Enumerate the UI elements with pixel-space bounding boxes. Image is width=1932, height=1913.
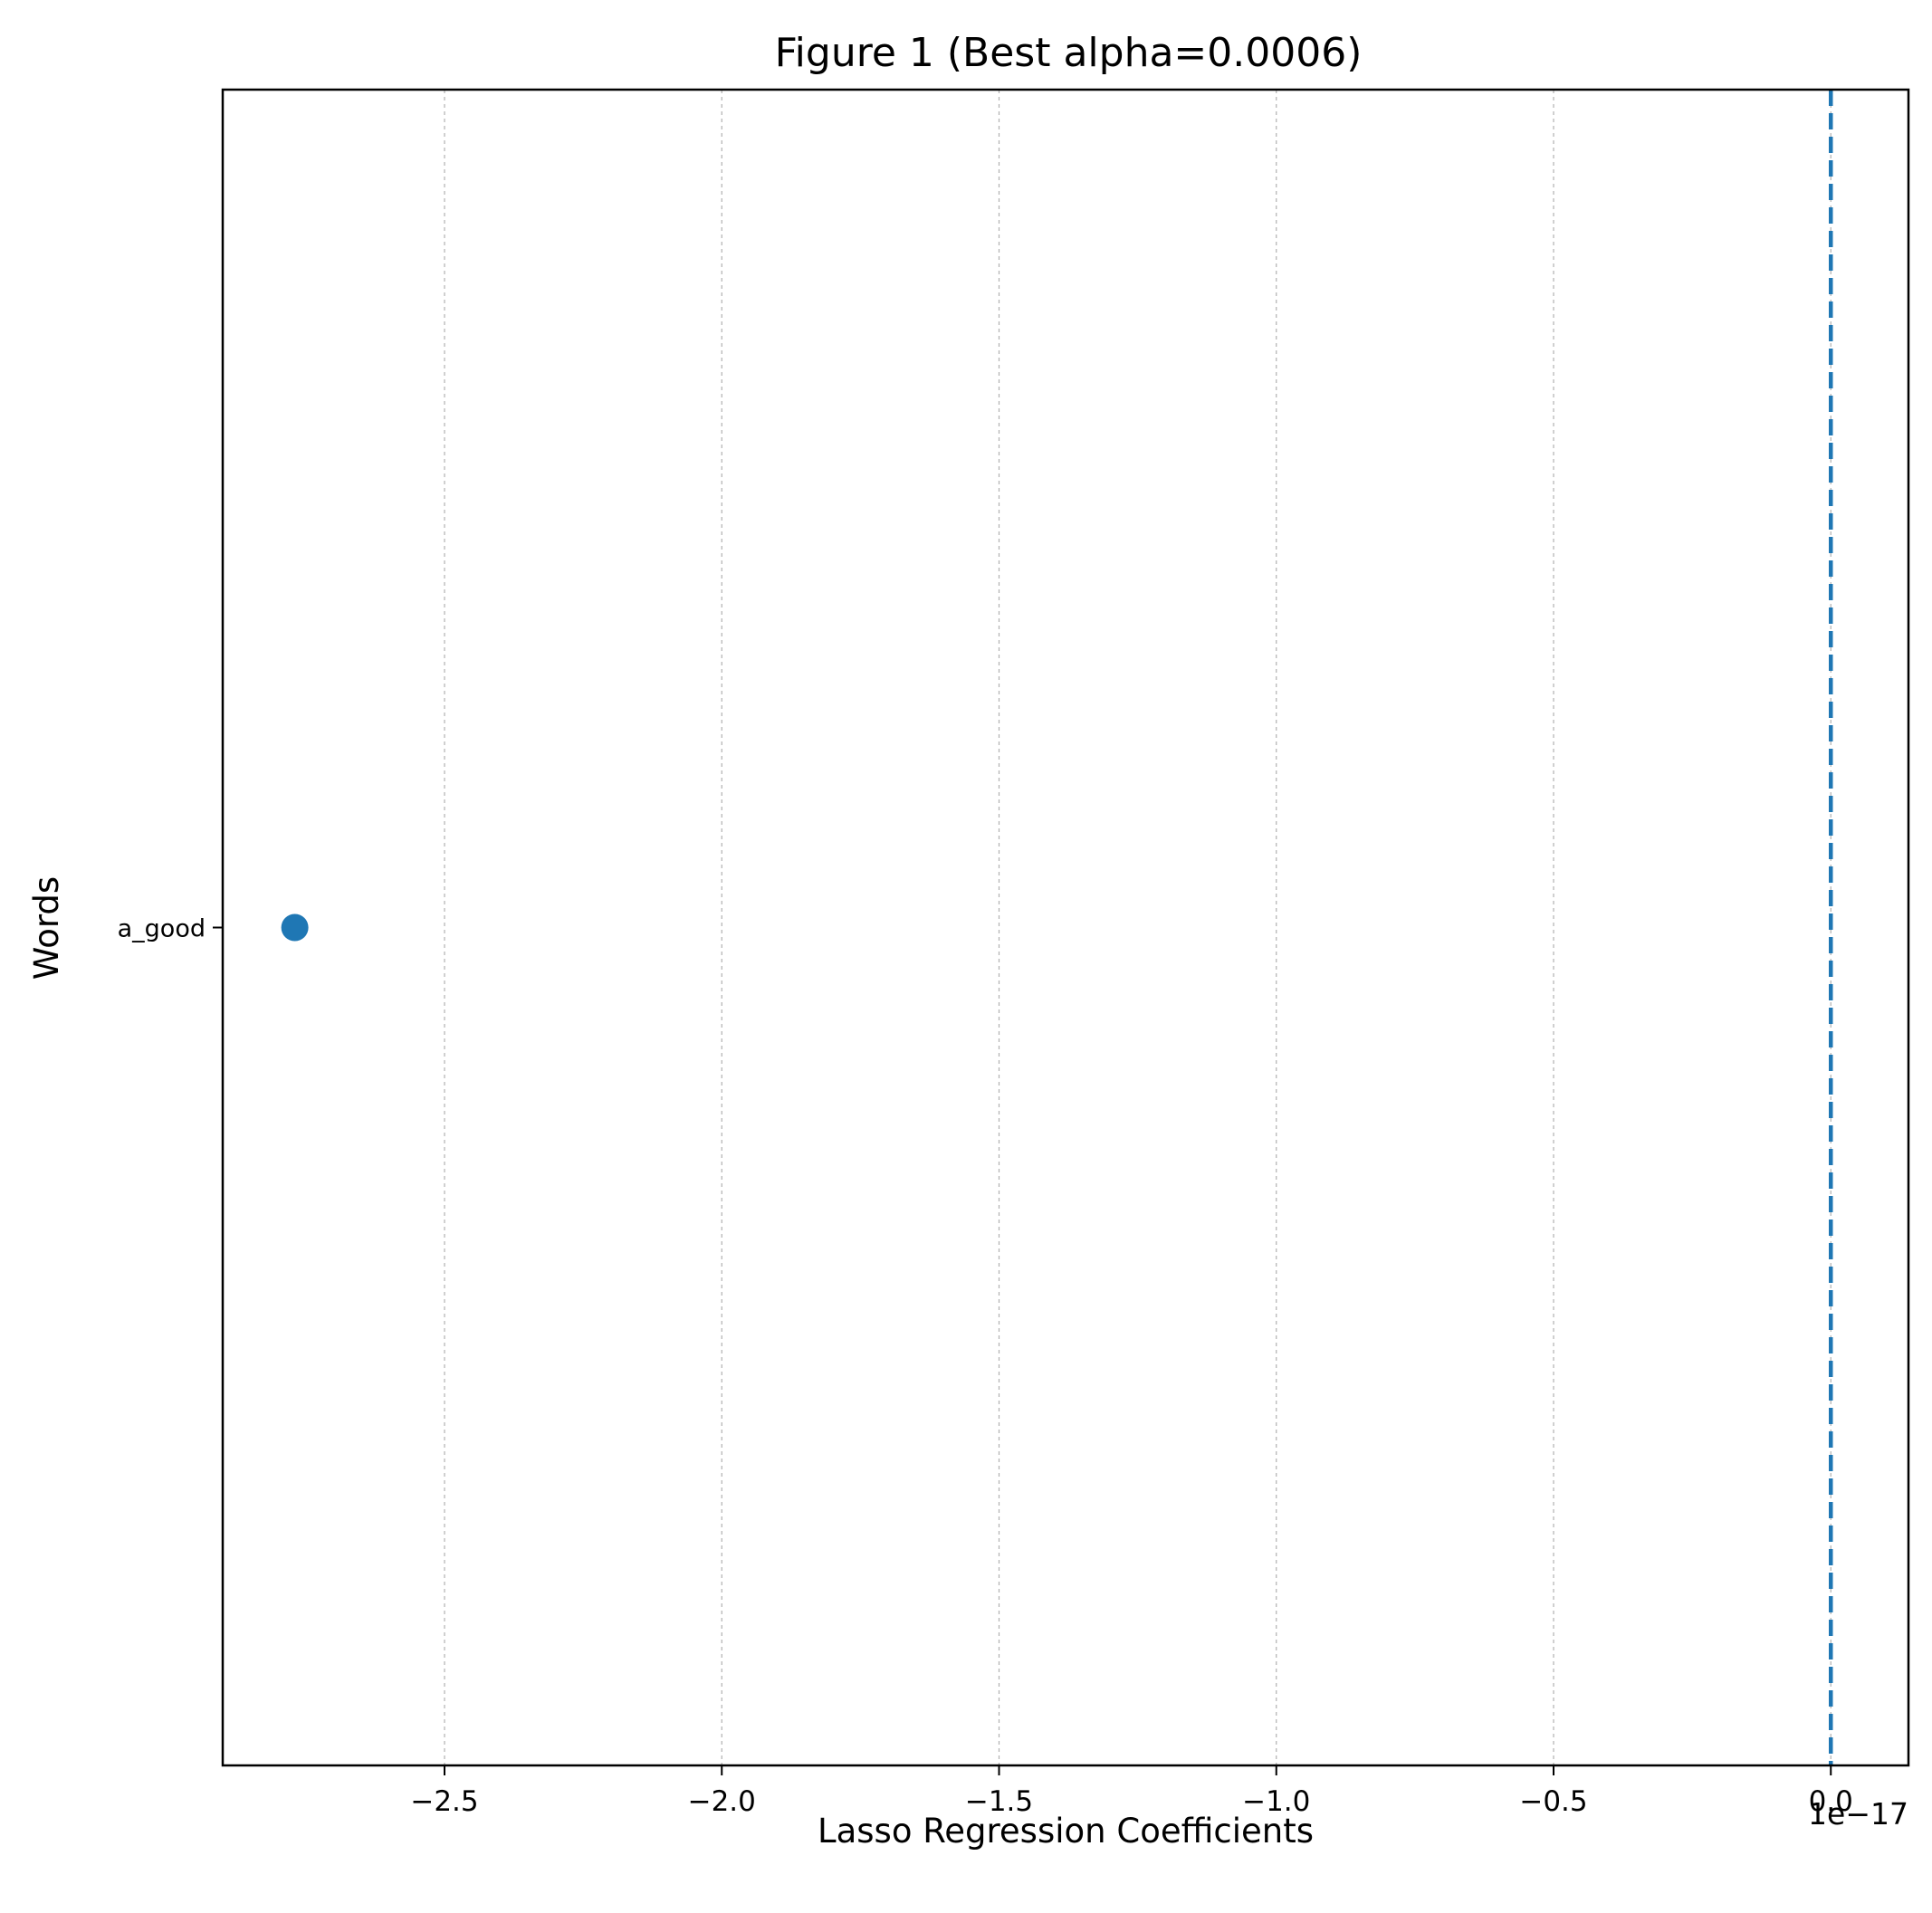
y-tick-label: a_good <box>118 915 206 943</box>
x-tick-label: 0.0 <box>1809 1785 1853 1818</box>
y-axis-ticks: a_good <box>118 915 223 943</box>
x-tick-label: −2.5 <box>410 1785 478 1818</box>
x-tick-label: −1.5 <box>965 1785 1033 1818</box>
x-tick-label: −1.0 <box>1242 1785 1310 1818</box>
x-axis-offset-label: 1e−17 <box>1808 1796 1908 1832</box>
x-axis-ticks: −2.5 −2.0 −1.5 −1.0 −0.5 0.0 <box>410 1765 1853 1818</box>
data-point-a_good <box>281 913 309 942</box>
data-points <box>281 913 309 942</box>
chart-title: Figure 1 (Best alpha=0.0006) <box>775 30 1363 76</box>
y-axis-label: Words <box>27 876 66 980</box>
x-tick-label: −2.0 <box>688 1785 756 1818</box>
x-axis-label: Lasso Regression Coefficients <box>818 1812 1314 1851</box>
x-tick-label: −0.5 <box>1519 1785 1587 1818</box>
